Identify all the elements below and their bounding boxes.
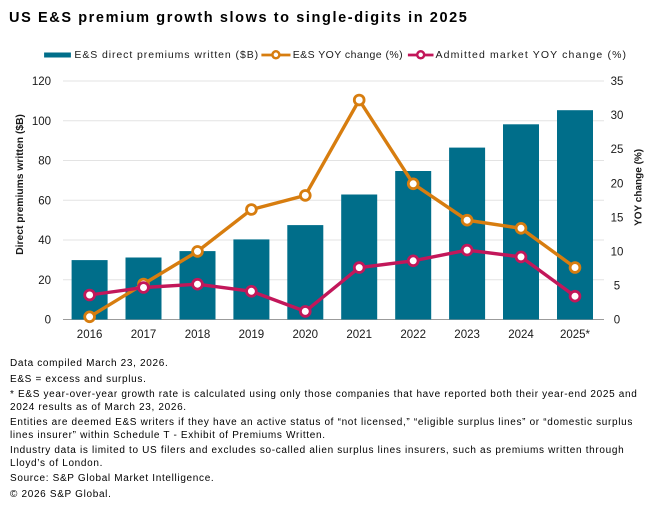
svg-text:15: 15 — [611, 212, 624, 224]
svg-text:2016: 2016 — [77, 329, 103, 341]
svg-text:0: 0 — [614, 315, 620, 327]
svg-text:Admitted market YOY change (%): Admitted market YOY change (%) — [436, 49, 628, 61]
svg-text:2021: 2021 — [346, 329, 372, 341]
svg-text:100: 100 — [32, 116, 51, 128]
svg-text:20: 20 — [38, 275, 51, 287]
svg-text:2017: 2017 — [131, 329, 157, 341]
svg-text:20: 20 — [611, 178, 624, 190]
svg-text:5: 5 — [614, 281, 620, 293]
svg-text:2023: 2023 — [454, 329, 480, 341]
svg-text:YOY change (%): YOY change (%) — [634, 149, 645, 226]
svg-text:2022: 2022 — [400, 329, 426, 341]
svg-text:E&S direct premiums written ($: E&S direct premiums written ($B) — [74, 49, 259, 61]
svg-text:25: 25 — [611, 144, 624, 156]
svg-text:60: 60 — [38, 195, 51, 207]
svg-text:2019: 2019 — [239, 329, 265, 341]
svg-text:35: 35 — [611, 76, 624, 88]
svg-text:80: 80 — [38, 156, 51, 168]
svg-text:2024: 2024 — [508, 329, 534, 341]
svg-text:120: 120 — [32, 76, 51, 88]
svg-text:2025*: 2025* — [560, 329, 591, 341]
svg-text:2020: 2020 — [293, 329, 319, 341]
svg-text:0: 0 — [45, 315, 51, 327]
svg-text:10: 10 — [611, 247, 624, 259]
svg-text:E&S YOY change (%): E&S YOY change (%) — [293, 49, 403, 61]
svg-text:2018: 2018 — [185, 329, 211, 341]
svg-text:40: 40 — [38, 235, 51, 247]
svg-text:30: 30 — [611, 110, 624, 122]
svg-text:Direct premiums written ($B): Direct premiums written ($B) — [15, 114, 26, 255]
